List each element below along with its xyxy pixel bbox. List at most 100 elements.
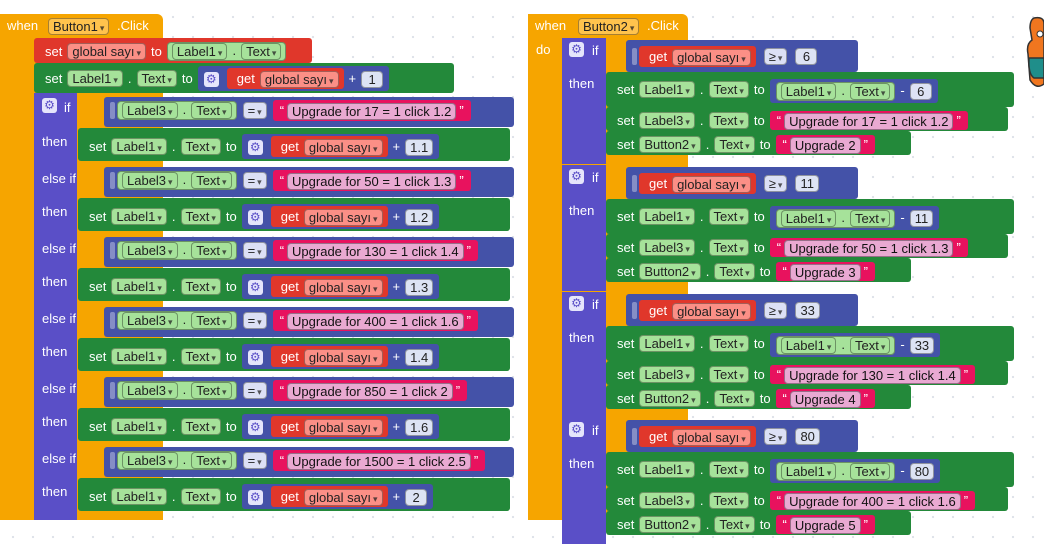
compare-operator-dropdown[interactable]: ≥ (763, 428, 788, 446)
label1-dropdown[interactable]: Label1 (67, 70, 123, 88)
label1-dropdown[interactable]: Label1 (111, 208, 167, 226)
global-variable-dropdown[interactable]: global sayı (303, 279, 383, 297)
mutator-gear-icon[interactable]: ⚙ (247, 420, 263, 435)
text-literal[interactable]: Upgrade for 17 = 1 click 1.2 (287, 103, 457, 121)
global-variable-dropdown[interactable]: global sayı (303, 209, 383, 227)
mutator-gear-icon[interactable]: ⚙ (42, 98, 57, 113)
get-variable-block[interactable]: get global sayı (270, 416, 388, 438)
text-compare-block[interactable]: Label3.Text = “Upgrade for 17 = 1 click 1.… (104, 97, 514, 127)
label3-text-getter[interactable]: Label3.Text (117, 311, 237, 331)
number-literal[interactable]: 80 (795, 428, 820, 446)
text-string-block[interactable]: “Upgrade for 130 = 1 click 1.4” (272, 240, 478, 262)
math-add-block[interactable]: ⚙ get global sayı +1.2 (241, 204, 440, 230)
mutator-gear-icon[interactable]: ⚙ (569, 296, 584, 311)
label3-text-getter[interactable]: Label3.Text (117, 451, 237, 471)
number-literal[interactable]: 1 (361, 71, 384, 89)
text-property-dropdown[interactable]: Text (708, 207, 749, 225)
if-block[interactable] (562, 418, 606, 544)
math-add-block[interactable]: ⚙ get global sayı +1.4 (241, 344, 440, 370)
text-property-dropdown[interactable]: Text (180, 348, 221, 366)
mutator-gear-icon[interactable]: ⚙ (247, 140, 263, 155)
label3-dropdown[interactable]: Label3 (122, 102, 178, 120)
get-variable-block[interactable]: get global sayı (270, 136, 388, 158)
if-block[interactable] (562, 292, 606, 418)
text-string-block[interactable]: “Upgrade for 1500 = 1 click 2.5” (272, 450, 486, 472)
text-property-dropdown[interactable]: Text (849, 463, 891, 481)
label1-dropdown[interactable]: Label1 (111, 488, 167, 506)
text-property-dropdown[interactable]: Text (241, 43, 282, 61)
mutator-gear-icon[interactable]: ⚙ (569, 422, 584, 437)
label1-dropdown[interactable]: Label1 (780, 463, 837, 481)
compare-operator-dropdown[interactable]: ≥ (763, 48, 788, 66)
text-literal[interactable]: Upgrade for 400 = 1 click 1.6 (784, 493, 961, 511)
number-literal[interactable]: 1.2 (405, 209, 434, 227)
text-property-dropdown[interactable]: Text (714, 516, 755, 534)
get-variable-block[interactable]: get global sayı (270, 276, 388, 298)
label1-dropdown[interactable]: Label1 (111, 418, 167, 436)
math-add-block[interactable]: ⚙ get global sayı +1 (197, 66, 390, 92)
text-literal[interactable]: Upgrade for 50 = 1 click 1.3 (784, 240, 954, 258)
label1-dropdown[interactable]: Label1 (639, 460, 695, 478)
label1-text-getter[interactable]: Label1.Text (775, 462, 896, 482)
text-string-block[interactable]: “Upgrade for 400 = 1 click 1.6” (769, 491, 976, 511)
text-literal[interactable]: Upgrade for 17 = 1 click 1.2 (784, 113, 954, 131)
button2-dropdown[interactable]: Button2 (639, 263, 701, 281)
text-property-dropdown[interactable]: Text (180, 418, 221, 436)
label3-dropdown[interactable]: Label3 (639, 492, 695, 510)
text-property-dropdown[interactable]: Text (191, 452, 232, 470)
text-literal[interactable]: Upgrade for 130 = 1 click 1.4 (287, 243, 464, 261)
text-string-block[interactable]: “Upgrade for 50 = 1 click 1.3” (272, 170, 471, 192)
global-variable-dropdown[interactable]: global sayı (303, 419, 383, 437)
number-literal[interactable]: 1.4 (405, 349, 434, 367)
number-literal[interactable]: 6 (909, 83, 932, 101)
text-compare-block[interactable]: Label3.Text = “Upgrade for 130 = 1 click 1… (104, 237, 514, 267)
number-literal[interactable]: 1.6 (405, 419, 434, 437)
button2-component-dropdown[interactable]: Button2 (578, 18, 640, 35)
number-literal[interactable]: 33 (909, 337, 935, 355)
label1-text-getter[interactable]: Label1.Text (775, 336, 896, 356)
trash-icon[interactable] (1026, 14, 1044, 90)
label3-text-getter[interactable]: Label3.Text (117, 381, 237, 401)
number-literal[interactable]: 1.3 (405, 279, 434, 297)
text-string-block[interactable]: “Upgrade 3” (775, 262, 875, 282)
text-literal[interactable]: Upgrade for 400 = 1 click 1.6 (287, 313, 464, 331)
text-literal[interactable]: Upgrade 3 (789, 264, 861, 282)
label3-text-getter[interactable]: Label3.Text (117, 241, 237, 261)
global-variable-dropdown[interactable]: global sayı (259, 71, 339, 89)
get-variable-block[interactable]: get global sayı (270, 346, 388, 368)
text-property-dropdown[interactable]: Text (714, 263, 755, 281)
label1-dropdown[interactable]: Label1 (111, 278, 167, 296)
number-literal[interactable]: 2 (405, 489, 428, 507)
label3-text-getter[interactable]: Label3.Text (117, 171, 237, 191)
label3-dropdown[interactable]: Label3 (639, 112, 695, 130)
label1-text-getter[interactable]: Label1.Text (166, 42, 287, 62)
compare-operator-dropdown[interactable]: = (242, 102, 267, 120)
mutator-gear-icon[interactable]: ⚙ (247, 350, 263, 365)
global-variable-dropdown[interactable]: global sayı (672, 303, 751, 321)
math-subtract-block[interactable]: Label1.Text-6 (769, 79, 938, 104)
mutator-gear-icon[interactable]: ⚙ (569, 42, 584, 57)
compare-operator-dropdown[interactable]: = (242, 312, 267, 330)
text-property-dropdown[interactable]: Text (714, 136, 755, 154)
text-property-dropdown[interactable]: Text (708, 239, 749, 257)
button2-dropdown[interactable]: Button2 (639, 390, 701, 408)
global-variable-dropdown[interactable]: global sayı (303, 139, 383, 157)
text-property-dropdown[interactable]: Text (180, 488, 221, 506)
text-property-dropdown[interactable]: Text (191, 312, 232, 330)
text-literal[interactable]: Upgrade for 850 = 1 click 2 (287, 383, 453, 401)
global-variable-dropdown[interactable]: global sayı (303, 489, 383, 507)
